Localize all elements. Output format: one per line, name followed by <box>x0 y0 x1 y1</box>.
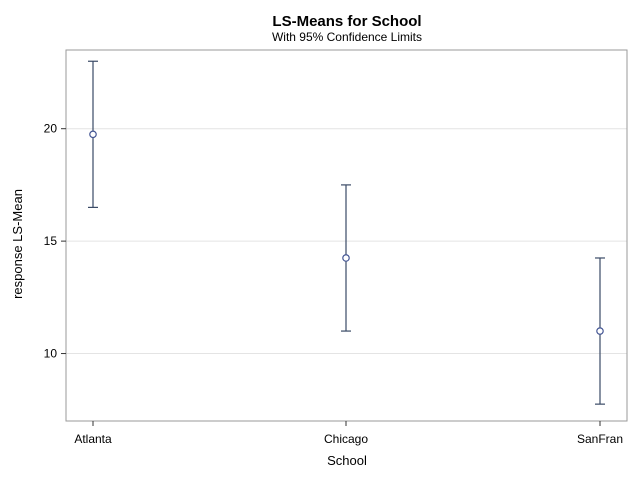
chart-title: LS-Means for School <box>272 13 421 30</box>
x-axis: Atlanta Chicago SanFran <box>74 421 623 446</box>
data-marks <box>88 60 605 405</box>
chart-subtitle: With 95% Confidence Limits <box>272 30 422 44</box>
error-bar-group <box>341 184 351 332</box>
mean-point <box>342 254 350 262</box>
y-tick-label: 20 <box>44 122 58 136</box>
mean-point <box>89 130 97 139</box>
x-tick-label: Chicago <box>324 432 368 446</box>
x-tick-label: SanFran <box>577 432 623 446</box>
x-axis-label: School <box>327 453 367 468</box>
mean-point <box>596 327 604 335</box>
y-tick-label: 10 <box>44 347 58 361</box>
x-tick-label: Atlanta <box>74 432 112 446</box>
y-axis-label: response LS-Mean <box>10 189 25 299</box>
y-axis: 10 15 20 <box>44 122 66 361</box>
error-bar-group <box>595 257 605 405</box>
y-tick-label: 15 <box>44 234 58 248</box>
error-bar-group <box>88 60 98 208</box>
